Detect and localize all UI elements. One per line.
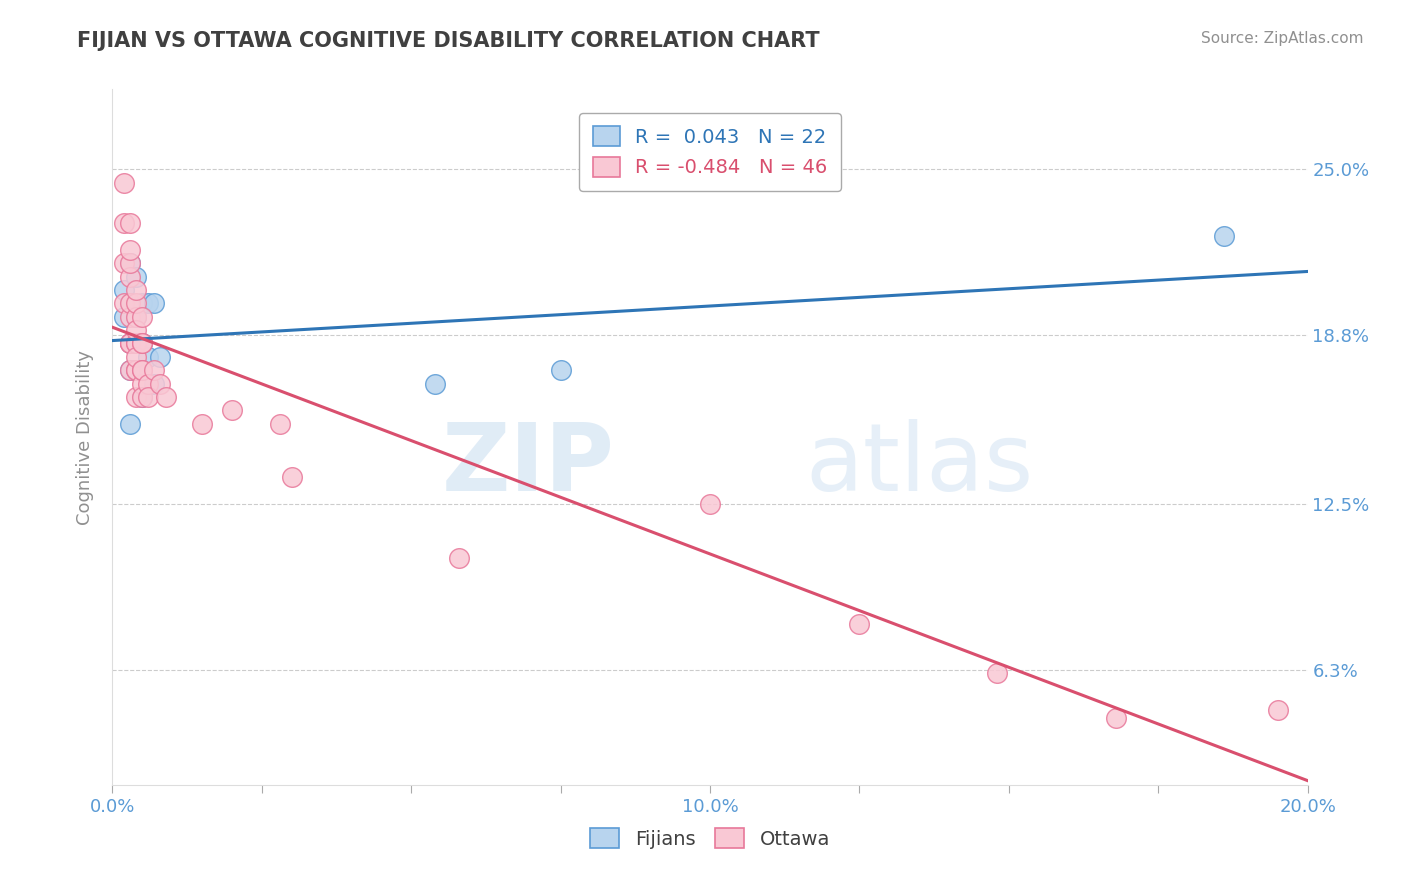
Point <box>125 363 148 377</box>
Point <box>1105 711 1128 725</box>
Point <box>120 310 142 324</box>
Text: Source: ZipAtlas.com: Source: ZipAtlas.com <box>1201 31 1364 46</box>
Point <box>114 283 135 297</box>
Point <box>131 296 153 310</box>
Point <box>131 363 153 377</box>
Point <box>269 417 291 431</box>
Point <box>120 256 142 270</box>
Point <box>131 363 153 377</box>
Point <box>138 390 160 404</box>
Point <box>1267 703 1289 717</box>
Point <box>191 417 214 431</box>
Point <box>1213 229 1236 244</box>
Point <box>131 336 153 351</box>
Point <box>449 550 471 565</box>
Text: atlas: atlas <box>806 419 1033 511</box>
Point <box>120 243 142 257</box>
Point <box>125 310 148 324</box>
Legend: Fijians, Ottawa: Fijians, Ottawa <box>581 819 839 859</box>
Point <box>221 403 243 417</box>
Point <box>143 363 166 377</box>
Point <box>149 376 172 391</box>
Point <box>120 269 142 284</box>
Point <box>143 376 166 391</box>
Point <box>120 256 142 270</box>
Point <box>125 350 148 364</box>
Point <box>281 470 304 484</box>
Point <box>120 296 142 310</box>
Point <box>125 363 148 377</box>
Point <box>125 336 148 351</box>
Point <box>143 296 166 310</box>
Point <box>699 497 721 511</box>
Point <box>125 390 148 404</box>
Point <box>125 336 148 351</box>
Point <box>138 376 160 391</box>
Point <box>114 256 135 270</box>
Point <box>120 336 142 351</box>
Y-axis label: Cognitive Disability: Cognitive Disability <box>76 350 94 524</box>
Point <box>131 336 153 351</box>
Point <box>149 350 172 364</box>
Point <box>125 336 148 351</box>
Point <box>114 176 135 190</box>
Point <box>131 376 153 391</box>
Point <box>120 363 142 377</box>
Point <box>131 390 153 404</box>
Point <box>848 617 870 632</box>
Point <box>986 665 1008 680</box>
Point <box>120 296 142 310</box>
Point <box>131 310 153 324</box>
Point <box>114 296 135 310</box>
Text: ZIP: ZIP <box>441 419 614 511</box>
Point <box>120 336 142 351</box>
Text: FIJIAN VS OTTAWA COGNITIVE DISABILITY CORRELATION CHART: FIJIAN VS OTTAWA COGNITIVE DISABILITY CO… <box>77 31 820 51</box>
Point <box>114 310 135 324</box>
Point <box>138 350 160 364</box>
Point <box>120 336 142 351</box>
Point <box>120 363 142 377</box>
Point <box>125 296 148 310</box>
Point <box>131 336 153 351</box>
Point <box>550 363 572 377</box>
Point <box>120 216 142 230</box>
Point <box>114 216 135 230</box>
Point <box>120 336 142 351</box>
Point <box>125 310 148 324</box>
Point <box>425 376 447 391</box>
Point <box>138 296 160 310</box>
Point <box>125 363 148 377</box>
Point <box>131 390 153 404</box>
Point <box>120 417 142 431</box>
Point <box>125 283 148 297</box>
Point <box>125 269 148 284</box>
Point <box>125 323 148 337</box>
Point <box>155 390 177 404</box>
